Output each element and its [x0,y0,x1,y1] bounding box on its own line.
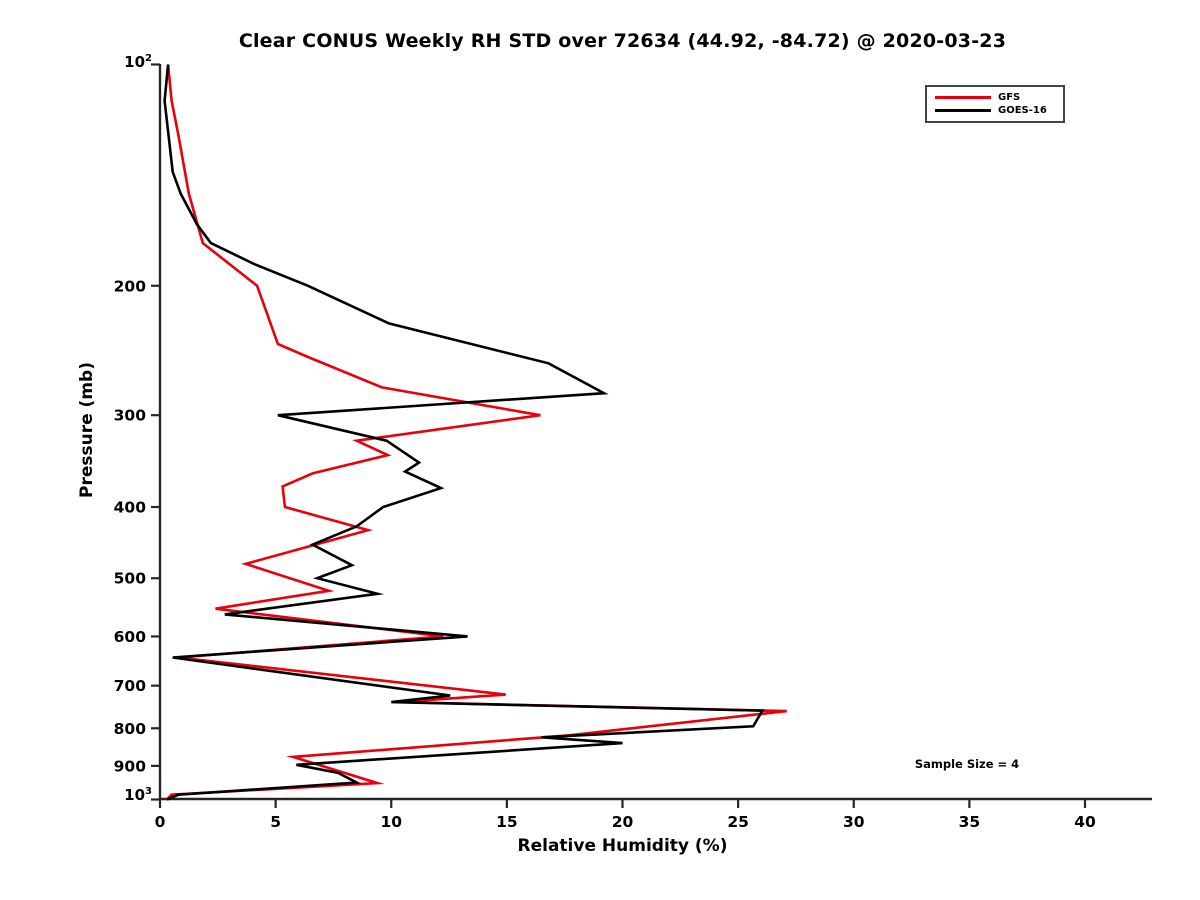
legend-label-gfs: GFS [998,92,1021,103]
y-tick-label: 700 [114,677,147,695]
y-tick-label-1000mb: 103 [92,786,152,804]
x-tick-label: 40 [1074,813,1096,831]
y-tick-top-base: 10 [124,53,146,71]
x-tick-label: 5 [270,813,281,831]
y-tick-label: 800 [114,720,147,738]
legend-box: GFS GOES-16 [925,85,1065,123]
y-tick-bottom-base: 10 [124,786,146,804]
y-tick-label: 300 [114,407,147,425]
gfs-line-swatch [935,96,991,99]
legend-entry-gfs: GFS [935,91,1057,104]
y-tick-label: 600 [114,628,147,646]
series-line-goes-16 [163,64,765,801]
y-axis-label: Pressure (mb) [77,362,97,498]
x-tick-label: 10 [380,813,402,831]
y-tick-label-100mb: 102 [92,53,152,71]
x-tick-label: 20 [612,813,634,831]
y-tick-bottom-exp: 3 [145,786,152,797]
y-tick-top-exp: 2 [145,53,152,64]
x-axis-label: Relative Humidity (%) [517,836,728,856]
y-tick-label: 900 [114,757,147,775]
x-tick-label: 30 [843,813,865,831]
chart-title: Clear CONUS Weekly RH STD over 72634 (44… [238,30,1007,52]
y-tick-label: 400 [114,499,147,517]
y-tick-label: 500 [114,570,147,588]
y-tick-label: 200 [114,277,147,295]
legend-entry-goes16: GOES-16 [935,104,1057,117]
sample-size-annotation: Sample Size = 4 [914,757,1020,771]
x-tick-label: 15 [496,813,518,831]
series-line-gfs [165,64,787,801]
x-tick-label: 25 [727,813,749,831]
goes16-line-swatch [935,109,991,112]
x-tick-label: 0 [155,813,166,831]
x-tick-label: 35 [959,813,981,831]
legend-label-goes16: GOES-16 [998,105,1047,116]
